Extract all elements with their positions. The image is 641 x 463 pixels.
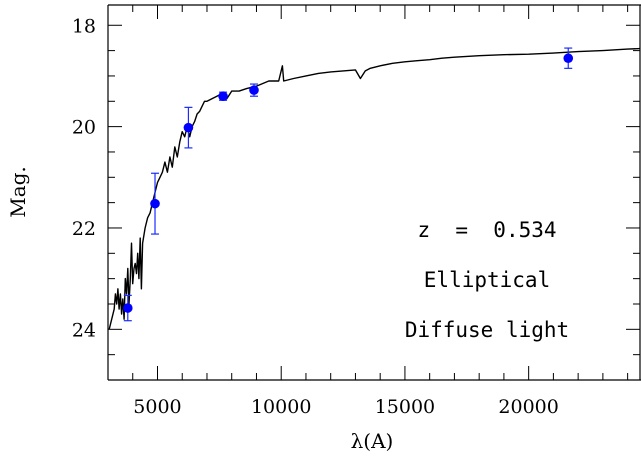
data-point-group <box>150 172 160 235</box>
data-point-group <box>183 106 194 149</box>
annotation-galaxy-type: Elliptical <box>424 268 550 292</box>
data-point <box>183 122 194 133</box>
y-tick-label: 22 <box>72 218 96 240</box>
x-tick-label: 10000 <box>251 396 311 418</box>
data-point-group <box>249 83 259 97</box>
y-tick-label: 24 <box>72 319 96 341</box>
data-point <box>150 198 160 209</box>
data-point <box>563 53 574 64</box>
x-tick-labels: 5000 10000 15000 20000 <box>133 396 559 418</box>
y-axis-label: Mag. <box>6 166 30 218</box>
data-point <box>218 91 228 102</box>
photometry-points <box>122 47 574 322</box>
x-axis-label: λ(A) <box>351 429 394 453</box>
y-tick-label: 20 <box>72 117 96 139</box>
data-point-group <box>218 91 228 102</box>
x-tick-label: 15000 <box>375 396 435 418</box>
y-tick-label: 18 <box>72 15 96 37</box>
axis-ticks <box>107 5 640 381</box>
data-point <box>249 85 259 95</box>
annotation-component: Diffuse light <box>405 318 569 342</box>
y-tick-labels: 18 20 22 24 <box>72 15 96 341</box>
data-point-group <box>122 294 133 322</box>
x-tick-label: 5000 <box>133 396 181 418</box>
data-point-group <box>563 47 574 69</box>
data-point <box>122 303 133 313</box>
x-tick-label: 20000 <box>498 396 558 418</box>
plot-frame <box>107 4 641 381</box>
annotation-redshift: z = 0.534 <box>417 218 556 242</box>
spectrum-line <box>108 47 641 330</box>
